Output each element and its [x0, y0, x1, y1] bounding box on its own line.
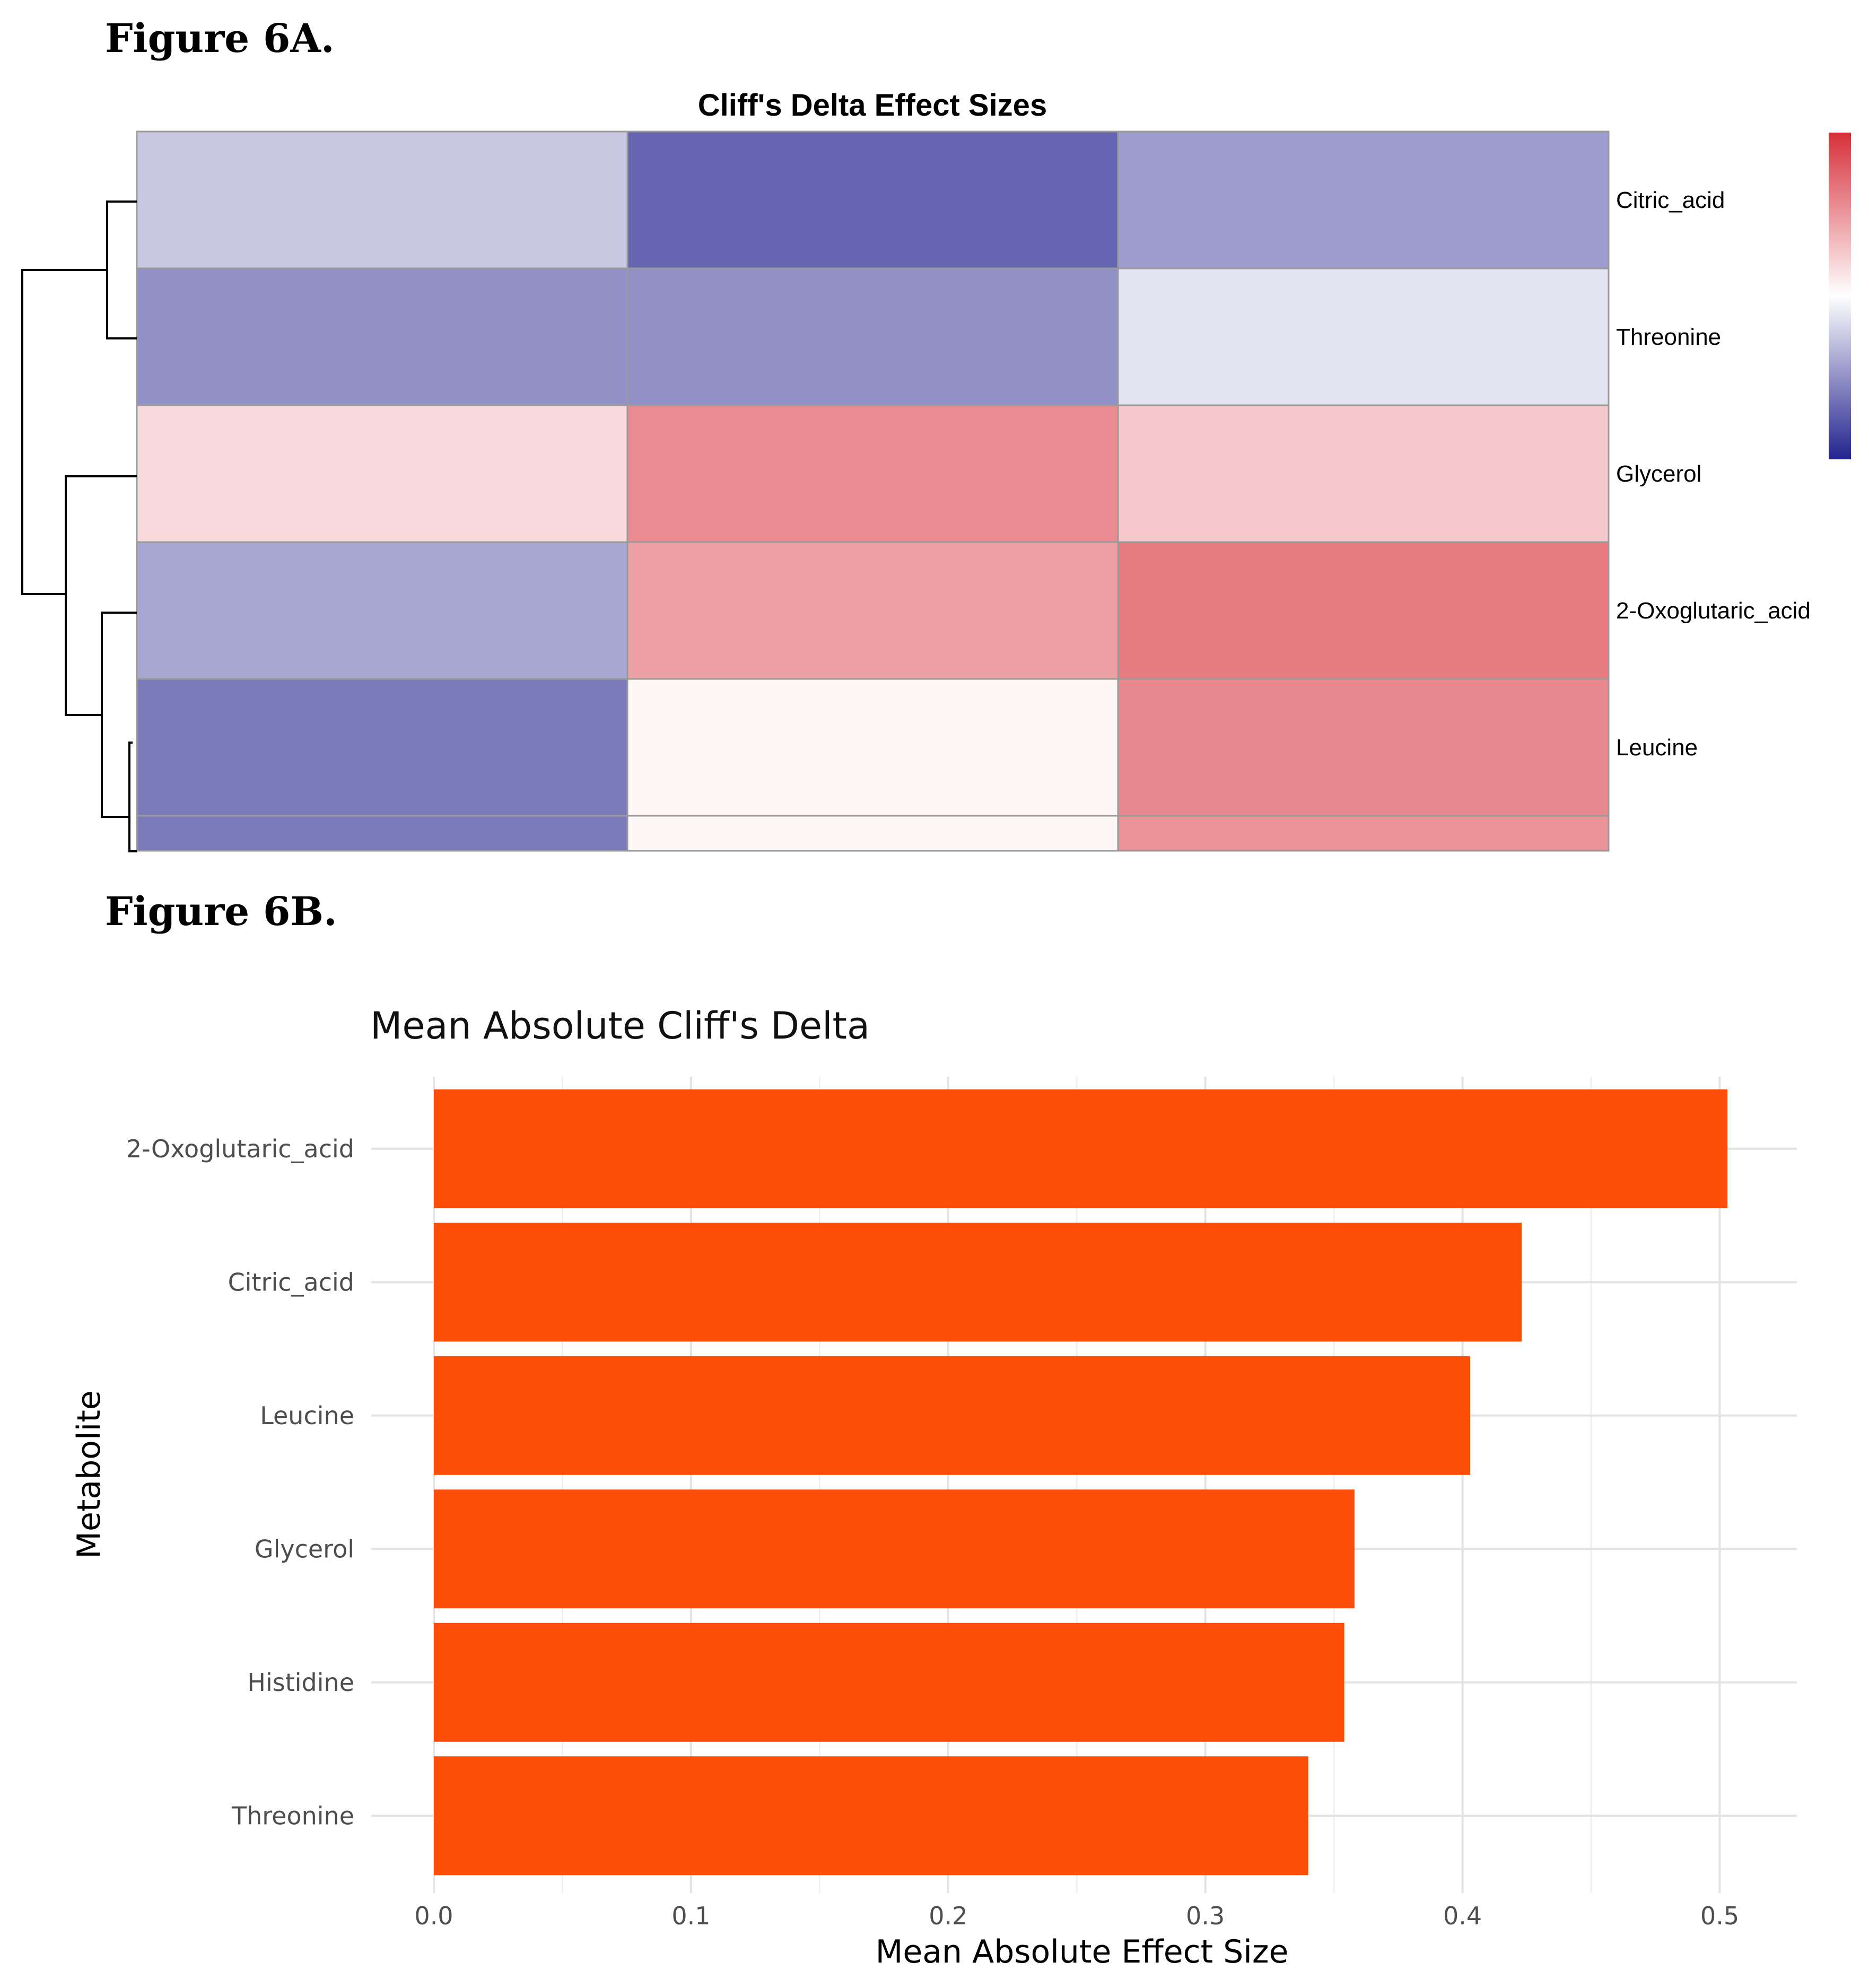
x-tick-label: 0.5	[1700, 1902, 1739, 1930]
heatmap-cell	[626, 541, 1119, 680]
bar-x-axis-title: Mean Absolute Effect Size	[876, 1933, 1289, 1970]
x-tick-label: 0.0	[414, 1902, 453, 1930]
bar	[434, 1356, 1471, 1475]
heatmap-row-label: Leucine	[1616, 735, 1698, 761]
bar	[434, 1223, 1522, 1342]
heatmap-cell	[1117, 267, 1610, 406]
heatmap-cells	[136, 130, 1610, 852]
category-label: Glycerol	[255, 1534, 354, 1563]
heatmap-cell	[1117, 678, 1610, 817]
heatmap-cell	[626, 267, 1119, 406]
x-tick-label: 0.3	[1186, 1902, 1225, 1930]
x-tick-label: 0.1	[671, 1902, 710, 1930]
heatmap-cell	[136, 678, 628, 817]
heatmap-cell	[626, 404, 1119, 543]
bar-x-tick-labels: 0.0 0.1 0.2 0.3 0.4 0.5	[414, 1902, 1739, 1930]
heatmap-color-legend	[1829, 133, 1851, 459]
bar-series	[434, 1089, 1728, 1876]
heatmap-dendrogram	[21, 200, 137, 852]
bar	[434, 1489, 1355, 1609]
figure-6a-label: Figure 6A.	[105, 16, 335, 62]
category-label: Citric_acid	[228, 1268, 354, 1296]
heatmap-cell	[626, 678, 1119, 817]
category-label: 2-Oxoglutaric_acid	[126, 1135, 354, 1163]
heatmap-cell	[1117, 541, 1610, 680]
heatmap-row-label: 2-Oxoglutaric_acid	[1616, 598, 1811, 624]
bar-category-labels: 2-Oxoglutaric_acid Citric_acid Leucine Glyc…	[126, 1135, 354, 1830]
heatmap-row-label: Citric_acid	[1616, 187, 1725, 213]
figure-6b-label: Figure 6B.	[105, 889, 337, 935]
dendrogram-branch	[106, 200, 137, 339]
heatmap-cell	[1117, 815, 1610, 852]
heatmap-cell	[136, 815, 628, 852]
category-label: Threonine	[231, 1801, 354, 1830]
heatmap-cell	[136, 404, 628, 543]
heatmap-row-labels: Citric_acid Threonine Glycerol 2-Oxoglutari…	[1616, 187, 1811, 761]
heatmap-cell	[136, 541, 628, 680]
dendrogram-branch	[21, 269, 107, 595]
x-tick-label: 0.4	[1443, 1902, 1482, 1930]
heatmap-cell	[1117, 404, 1610, 543]
dendrogram-branch	[128, 742, 137, 852]
heatmap-chart: Cliff's Delta Effect Sizes Citric_acid Th…	[21, 88, 1851, 852]
bar-y-axis-title: Metabolite	[71, 1390, 108, 1559]
heatmap-cell	[136, 130, 628, 269]
bar-chart-title: Mean Absolute Cliff's Delta	[370, 1004, 870, 1048]
heatmap-cell	[626, 130, 1119, 269]
x-tick-label: 0.2	[929, 1902, 967, 1930]
heatmap-row-label: Threonine	[1616, 324, 1721, 350]
heatmap-cell	[136, 267, 628, 406]
bar	[434, 1756, 1308, 1876]
bar-chart: Mean Absolute Cliff's Delta 2-Oxoglutari…	[71, 1004, 1797, 1970]
heatmap-row-label: Glycerol	[1616, 461, 1701, 487]
heatmap-cell	[626, 815, 1119, 852]
category-label: Histidine	[247, 1668, 354, 1697]
heatmap-cell	[1117, 130, 1610, 269]
dendrogram-branch	[65, 475, 137, 716]
category-label: Leucine	[260, 1401, 354, 1430]
bar	[434, 1089, 1728, 1208]
dendrogram-branch	[101, 612, 137, 818]
heatmap-title: Cliff's Delta Effect Sizes	[698, 88, 1047, 123]
bar	[434, 1623, 1344, 1742]
